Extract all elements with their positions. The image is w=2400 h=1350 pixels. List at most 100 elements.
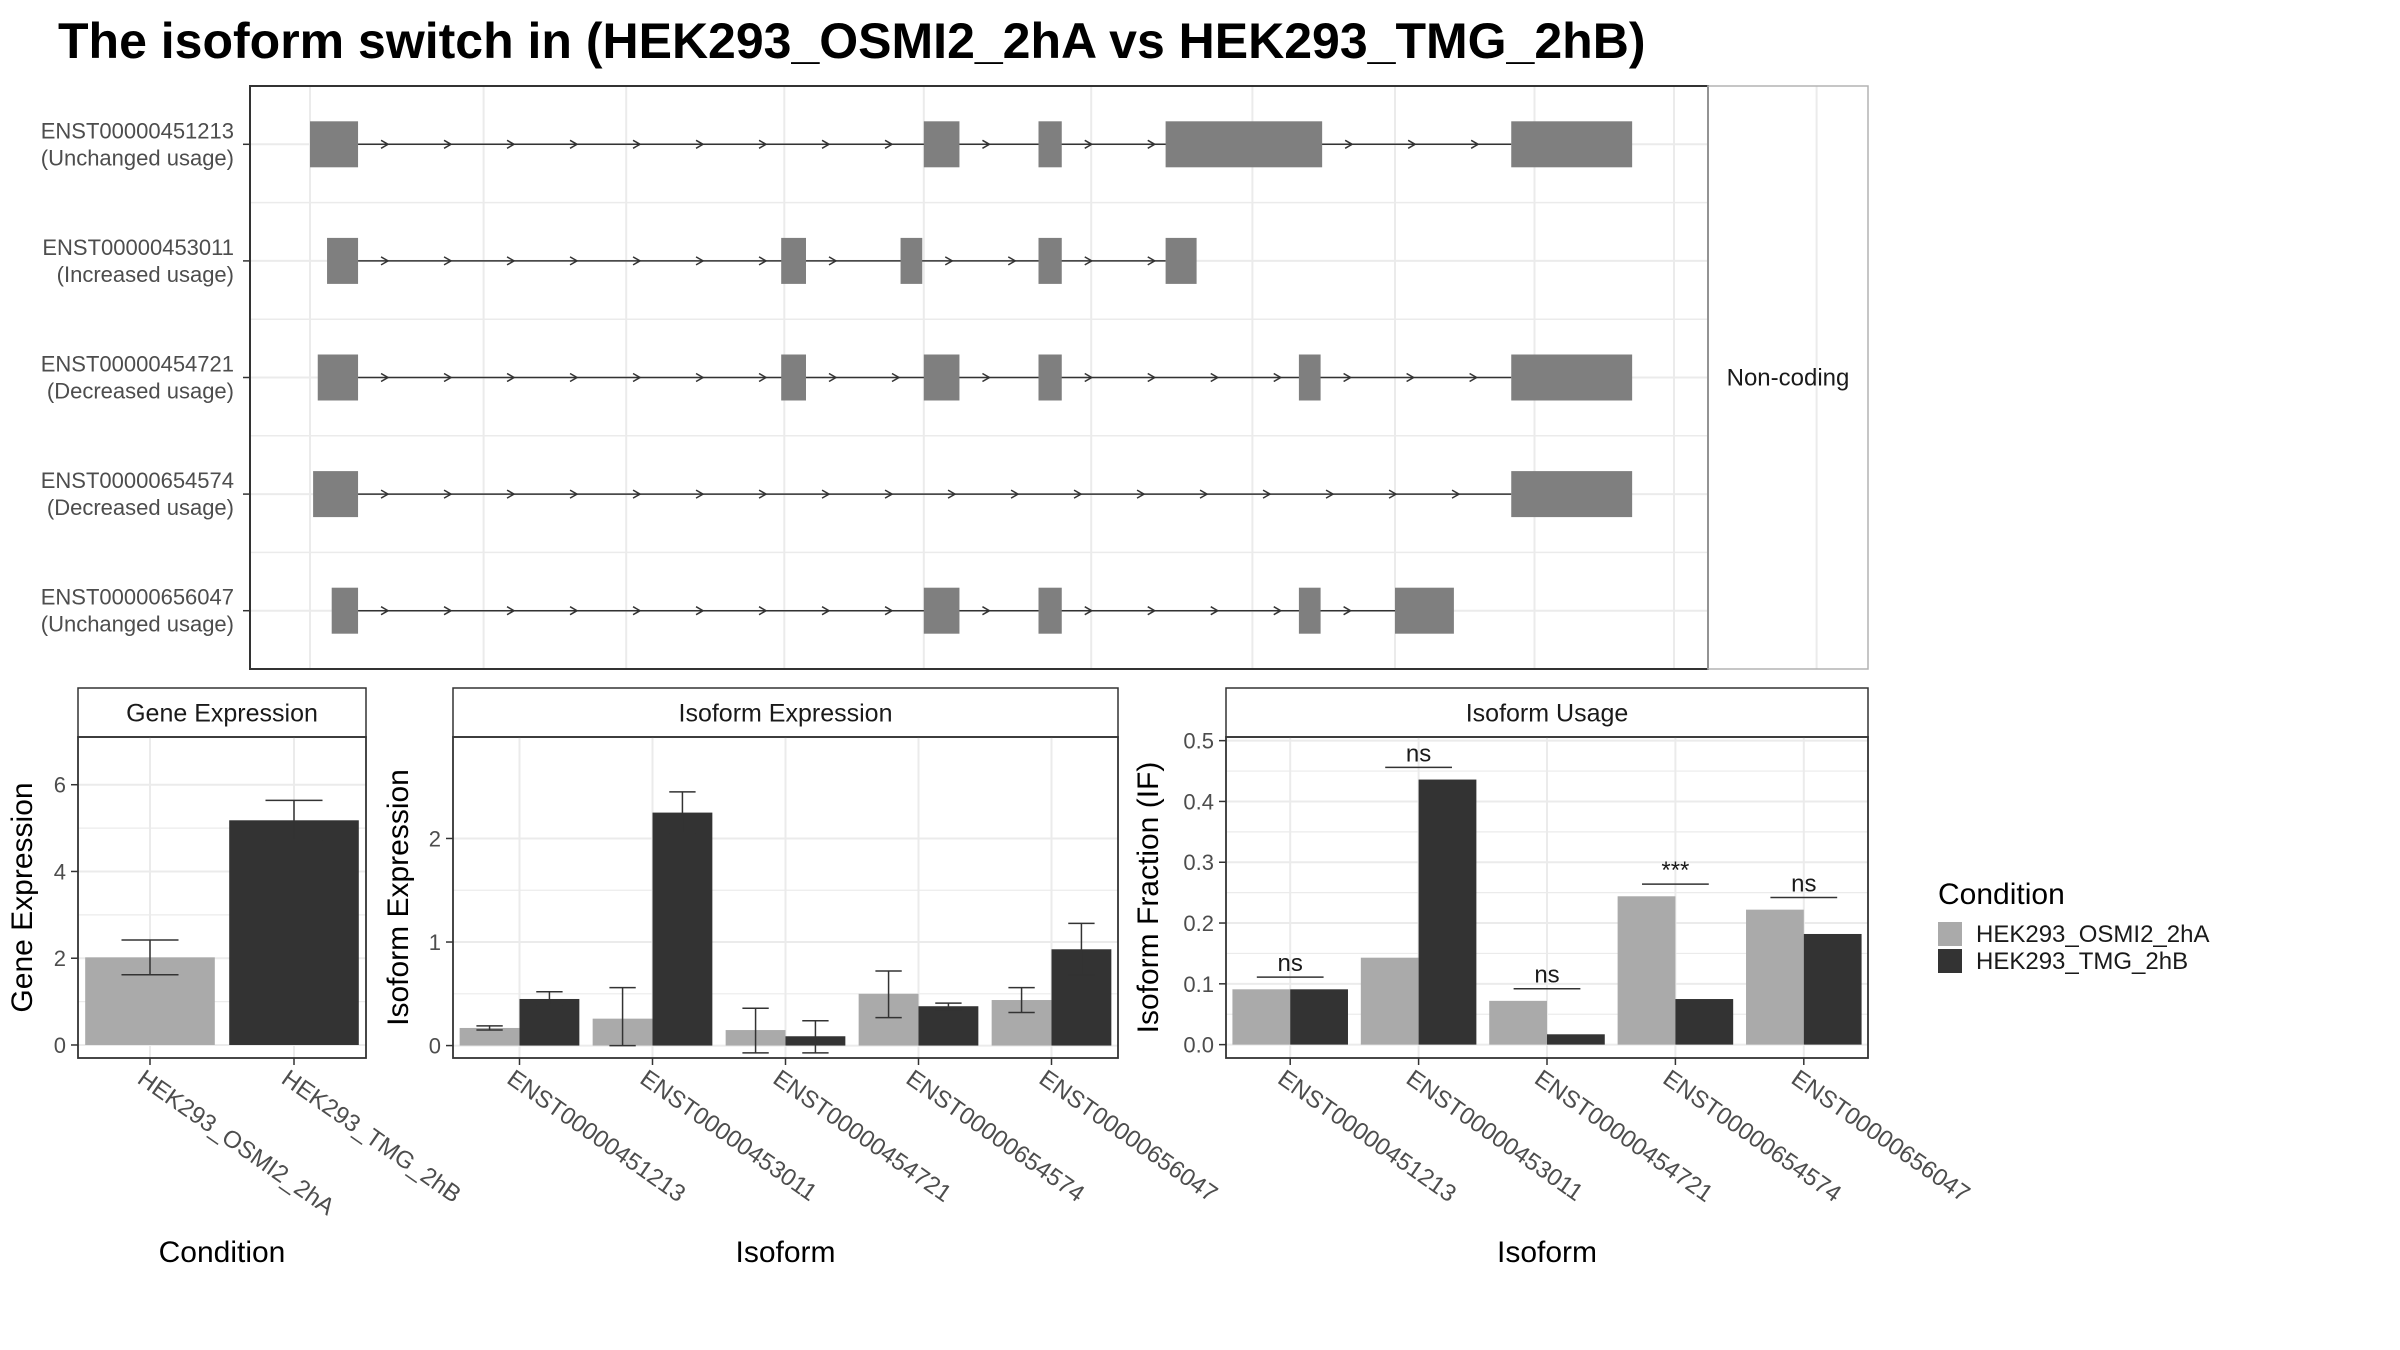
panel-strip <box>452 687 1119 738</box>
intron-arrow <box>569 139 579 149</box>
intron-arrow <box>1147 372 1157 383</box>
intron-arrow <box>1084 256 1094 266</box>
significance-label: ns <box>1534 962 1559 989</box>
intron-arrow <box>758 372 768 383</box>
intron-arrow <box>982 372 991 383</box>
y-tick-label: 0.2 <box>1183 911 1214 936</box>
transcript-status-label: (Unchanged usage) <box>41 145 234 170</box>
intron-arrow <box>1199 489 1209 499</box>
intron-arrow <box>1147 606 1157 616</box>
panel-strip <box>1225 687 1869 738</box>
y-tick-label: 1 <box>429 930 441 955</box>
legend-swatch <box>1938 949 1962 973</box>
panel-strip <box>77 687 367 738</box>
intron-arrow <box>944 256 954 266</box>
panel-strip-title: Isoform Expression <box>679 700 893 728</box>
gene-expression-panel: Gene Expression0246HEK293_OSMI2_2hAHEK29… <box>6 687 466 1269</box>
y-axis-title: Isoform Expression <box>382 769 415 1026</box>
y-tick-label: 2 <box>54 946 66 971</box>
intron-arrow <box>828 372 838 383</box>
intron-arrow <box>1147 139 1157 149</box>
transcript-structure-panel: ENST00000451213(Unchanged usage)ENST0000… <box>41 85 1869 670</box>
intron-arrow <box>569 256 579 266</box>
exon-block <box>1298 354 1321 401</box>
intron-arrow <box>380 256 390 266</box>
intron-arrow <box>506 489 516 499</box>
bar <box>519 998 580 1046</box>
bar <box>1232 989 1291 1045</box>
intron-arrow <box>884 606 894 616</box>
legend-item-label: HEK293_OSMI2_2hA <box>1976 921 2209 948</box>
intron-arrow <box>1084 372 1094 383</box>
exon-block <box>1165 237 1197 284</box>
intron-arrow <box>632 139 642 149</box>
intron-arrow <box>632 256 642 266</box>
transcript-id-label: ENST00000454721 <box>41 352 234 377</box>
exon-block <box>923 354 960 401</box>
significance-label: *** <box>1661 857 1689 884</box>
intron-arrow <box>695 489 705 499</box>
y-tick-label: 4 <box>54 859 66 884</box>
intron-arrow <box>1073 489 1083 499</box>
intron-arrow <box>828 256 838 266</box>
bar <box>1547 1034 1605 1045</box>
intron-arrow <box>1273 606 1283 616</box>
intron-arrow <box>982 606 991 616</box>
exon-block <box>317 354 359 401</box>
significance-label: ns <box>1406 740 1431 767</box>
intron-arrow <box>1343 606 1353 616</box>
intron-arrow <box>884 139 894 149</box>
intron-arrow <box>443 139 453 149</box>
intron-arrow <box>632 489 642 499</box>
intron-arrow <box>1210 606 1220 616</box>
exon-block <box>1298 587 1321 634</box>
transcript-id-label: ENST00000656047 <box>41 585 234 610</box>
intron-arrow <box>821 139 831 149</box>
exon-block <box>331 587 359 634</box>
intron-arrow <box>1325 489 1335 499</box>
intron-arrow <box>506 606 516 616</box>
panel-strip-title: Gene Expression <box>126 700 318 728</box>
intron-arrow <box>884 489 894 499</box>
intron-arrow <box>982 139 991 149</box>
intron-arrow <box>695 606 705 616</box>
x-axis-title: Condition <box>159 1236 286 1269</box>
bar <box>652 812 713 1046</box>
intron-arrow <box>1343 372 1353 383</box>
intron-arrow <box>380 372 390 383</box>
panel-strip-title: Isoform Usage <box>1466 700 1629 728</box>
intron-arrow <box>1273 372 1283 383</box>
bar <box>1290 989 1348 1045</box>
intron-arrow <box>1407 139 1417 149</box>
intron-arrow <box>695 139 705 149</box>
legend-item-label: HEK293_TMG_2hB <box>1976 948 2188 975</box>
y-tick-label: 0.1 <box>1183 972 1214 997</box>
bar <box>1489 1000 1547 1045</box>
transcript-status-label: (Unchanged usage) <box>41 612 234 637</box>
exon-block <box>1395 587 1454 634</box>
exon-block <box>923 121 960 168</box>
intron-arrow <box>1470 139 1480 149</box>
exon-block <box>1038 354 1062 401</box>
exon-block <box>1511 471 1633 518</box>
x-axis-title: Isoform <box>1497 1236 1597 1269</box>
intron-arrow <box>443 606 453 616</box>
transcript-status-label: (Increased usage) <box>57 262 234 287</box>
bar <box>229 820 359 1045</box>
bar <box>1360 957 1419 1045</box>
figure-title: The isoform switch in (HEK293_OSMI2_2hA … <box>58 13 1646 69</box>
intron-arrow <box>632 606 642 616</box>
intron-arrow <box>758 606 768 616</box>
y-tick-label: 2 <box>429 826 441 851</box>
intron-arrow <box>1406 372 1416 383</box>
intron-arrow <box>380 606 390 616</box>
y-tick-label: 0.0 <box>1183 1033 1214 1058</box>
y-axis-title: Isoform Fraction (IF) <box>1132 762 1165 1034</box>
intron-arrow <box>758 489 768 499</box>
bar <box>1617 896 1676 1045</box>
intron-arrow <box>891 372 901 383</box>
intron-arrow <box>758 139 768 149</box>
exon-block <box>1038 121 1062 168</box>
